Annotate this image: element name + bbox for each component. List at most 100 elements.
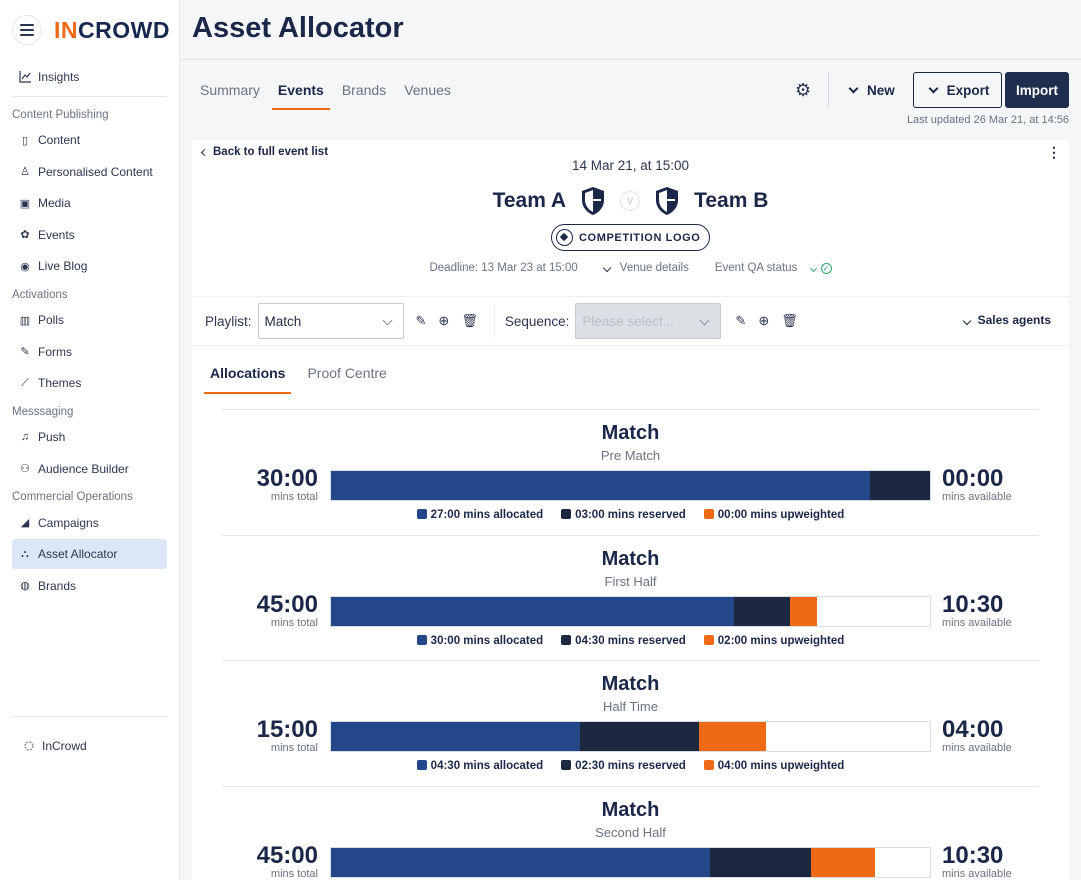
last-updated: Last updated 26 Mar 21, at 14:56 (906, 114, 1069, 126)
add-circle-icon[interactable]: ⊕ (438, 313, 450, 328)
playlist-select[interactable]: Match (257, 303, 404, 339)
allocator-icon: ⛬ (21, 547, 29, 560)
sidebar-item-media[interactable]: ▣ Media (12, 188, 167, 218)
legend-swatch (703, 509, 714, 519)
allocation-bar[interactable] (330, 470, 931, 501)
allocation-block: Match Second Half 45:00 mins total 10:30… (222, 785, 1039, 880)
legend-reserved: 04:30 mins reserved (561, 634, 686, 647)
trash-icon[interactable]: 🗑 (461, 313, 478, 328)
gear-icon[interactable]: ⚙ (795, 80, 812, 100)
edit-icon[interactable]: ✎ (735, 313, 747, 328)
allocation-bar[interactable] (330, 846, 931, 878)
menu-icon[interactable] (12, 15, 42, 45)
sequence-select[interactable]: Please select... (575, 303, 722, 339)
import-button[interactable]: Import (1005, 72, 1069, 108)
bar-segment-reserved (710, 847, 811, 877)
tab-allocations[interactable]: Allocations (204, 365, 292, 394)
allocation-period: First Half (604, 573, 657, 589)
sidebar-item-label: Media (38, 196, 71, 210)
incrowd-logo[interactable]: INCROWD (54, 16, 170, 43)
total-minutes: 15:00 mins total (222, 717, 318, 754)
teams-row: Team A V Team B (192, 184, 1069, 218)
sidebar-item-events[interactable]: ✿ Events (12, 220, 167, 250)
tab-bar: Summary Events Brands Venues (200, 80, 451, 110)
tab-proof-centre[interactable]: Proof Centre (307, 365, 387, 381)
qa-status[interactable]: Event QA status ✓ (715, 262, 832, 274)
total-minutes: 45:00 mins total (222, 590, 318, 629)
sidebar-item-personalised-content[interactable]: ♙ Personalised Content (12, 157, 167, 187)
edit-icon[interactable]: ✎ (415, 313, 427, 328)
venue-details-toggle[interactable]: Venue details (602, 262, 689, 274)
sidebar-item-polls[interactable]: ▥ Polls (12, 305, 167, 335)
bell-icon: ♫ (20, 431, 30, 443)
sidebar-item-insights[interactable]: Insights (12, 62, 167, 92)
sidebar-item-label: Content (38, 133, 81, 147)
legend-allocated: 04:30 mins allocated (416, 760, 543, 772)
total-value: 45:00 (256, 590, 318, 618)
legend-swatch (561, 634, 572, 645)
sidebar-sections: Content Publishing ▯ Content ♙ Personalised … (12, 103, 167, 601)
sales-agents-toggle[interactable]: Sales agents (962, 313, 1051, 327)
divider (12, 95, 167, 97)
tab-events[interactable]: Events (271, 80, 330, 110)
brand-bar: INCROWD (0, 0, 179, 60)
check-circle-icon: ✓ (820, 263, 832, 274)
available-minutes: 04:00 mins available (942, 717, 1042, 754)
globe-icon: ◍ (20, 580, 30, 592)
sidebar-item-audience-builder[interactable]: ⚇ Audience Builder (12, 454, 167, 484)
back-link[interactable]: Back to full event list (200, 146, 328, 158)
sidebar-item-content[interactable]: ▯ Content (12, 125, 167, 155)
allocation-bar[interactable] (330, 721, 931, 752)
tab-brands[interactable]: Brands (341, 82, 387, 98)
available-value: 00:00 (942, 465, 1004, 492)
bar-segment-reserved (870, 471, 930, 500)
tab-summary[interactable]: Summary (200, 82, 260, 98)
total-minutes: 30:00 mins total (222, 466, 318, 503)
allocation-period: Pre Match (600, 448, 661, 463)
tab-venues[interactable]: Venues (404, 82, 451, 98)
export-button[interactable]: Export (913, 72, 1002, 108)
chart-line-icon (18, 70, 32, 84)
add-circle-icon[interactable]: ⊕ (758, 313, 770, 328)
total-label: mins total (270, 867, 318, 880)
sidebar-item-label: Polls (38, 313, 65, 327)
sidebar-item-label: InCrowd (42, 738, 87, 753)
available-minutes: 10:30 mins available (942, 591, 1042, 629)
legend-allocated: 27:00 mins allocated (416, 509, 543, 521)
form-icon: ✎ (20, 346, 30, 358)
sidebar-item-label: Brands (38, 578, 77, 593)
sidebar-item-asset-allocator[interactable]: ⛬ Asset Allocator (12, 539, 167, 569)
allocation-block: Match First Half 45:00 mins total 10:30 … (222, 534, 1042, 660)
sidebar-item-push[interactable]: ♫ Push (12, 422, 167, 452)
playlist-row: Playlist: Match ✎ ⊕ 🗑 Sequence: Please s… (192, 297, 1069, 345)
sidebar-item-forms[interactable]: ✎ Forms (12, 337, 167, 367)
trash-icon[interactable]: 🗑 (781, 313, 798, 328)
event-card: Back to full event list ⋮ 14 Mar 21, at … (192, 140, 1069, 880)
sidebar-item-campaigns[interactable]: ◢ Campaigns (12, 508, 167, 538)
poll-icon: ▥ (19, 314, 31, 327)
chevron-down-icon (928, 83, 939, 93)
divider (493, 303, 495, 339)
new-button[interactable]: New (846, 72, 904, 108)
playlist-label: Playlist: (205, 313, 252, 329)
allocation-title: Match (601, 547, 660, 570)
sidebar-item-brands[interactable]: ◍ Brands (12, 571, 167, 601)
allocation-block: Match Pre Match 30:00 mins total 00:00 m… (222, 409, 1039, 534)
chevron-down-icon (809, 264, 817, 273)
bar-segment-allocated (331, 596, 735, 626)
chevron-down-icon (699, 315, 710, 326)
total-value: 45:00 (256, 841, 318, 869)
allocation-bar[interactable] (330, 595, 931, 627)
sidebar-item-label: Audience Builder (38, 461, 129, 476)
sidebar-item-incrowd[interactable]: InCrowd (12, 731, 167, 761)
team-b-name: Team B (694, 189, 769, 212)
bar-segment-upweighted (790, 596, 818, 626)
page-title: Asset Allocator (192, 12, 404, 44)
broadcast-icon: ◉ (20, 260, 30, 273)
team-a-name: Team A (492, 189, 567, 212)
event-meta: Deadline: 13 Mar 23 at 15:00 Venue detai… (192, 262, 1069, 274)
more-options-icon[interactable]: ⋮ (1047, 144, 1061, 160)
sidebar-item-live-blog[interactable]: ◉ Live Blog (12, 251, 167, 281)
nav-section-title: Activations (12, 288, 68, 301)
sidebar-item-themes[interactable]: ⟋ Themes (12, 368, 167, 398)
